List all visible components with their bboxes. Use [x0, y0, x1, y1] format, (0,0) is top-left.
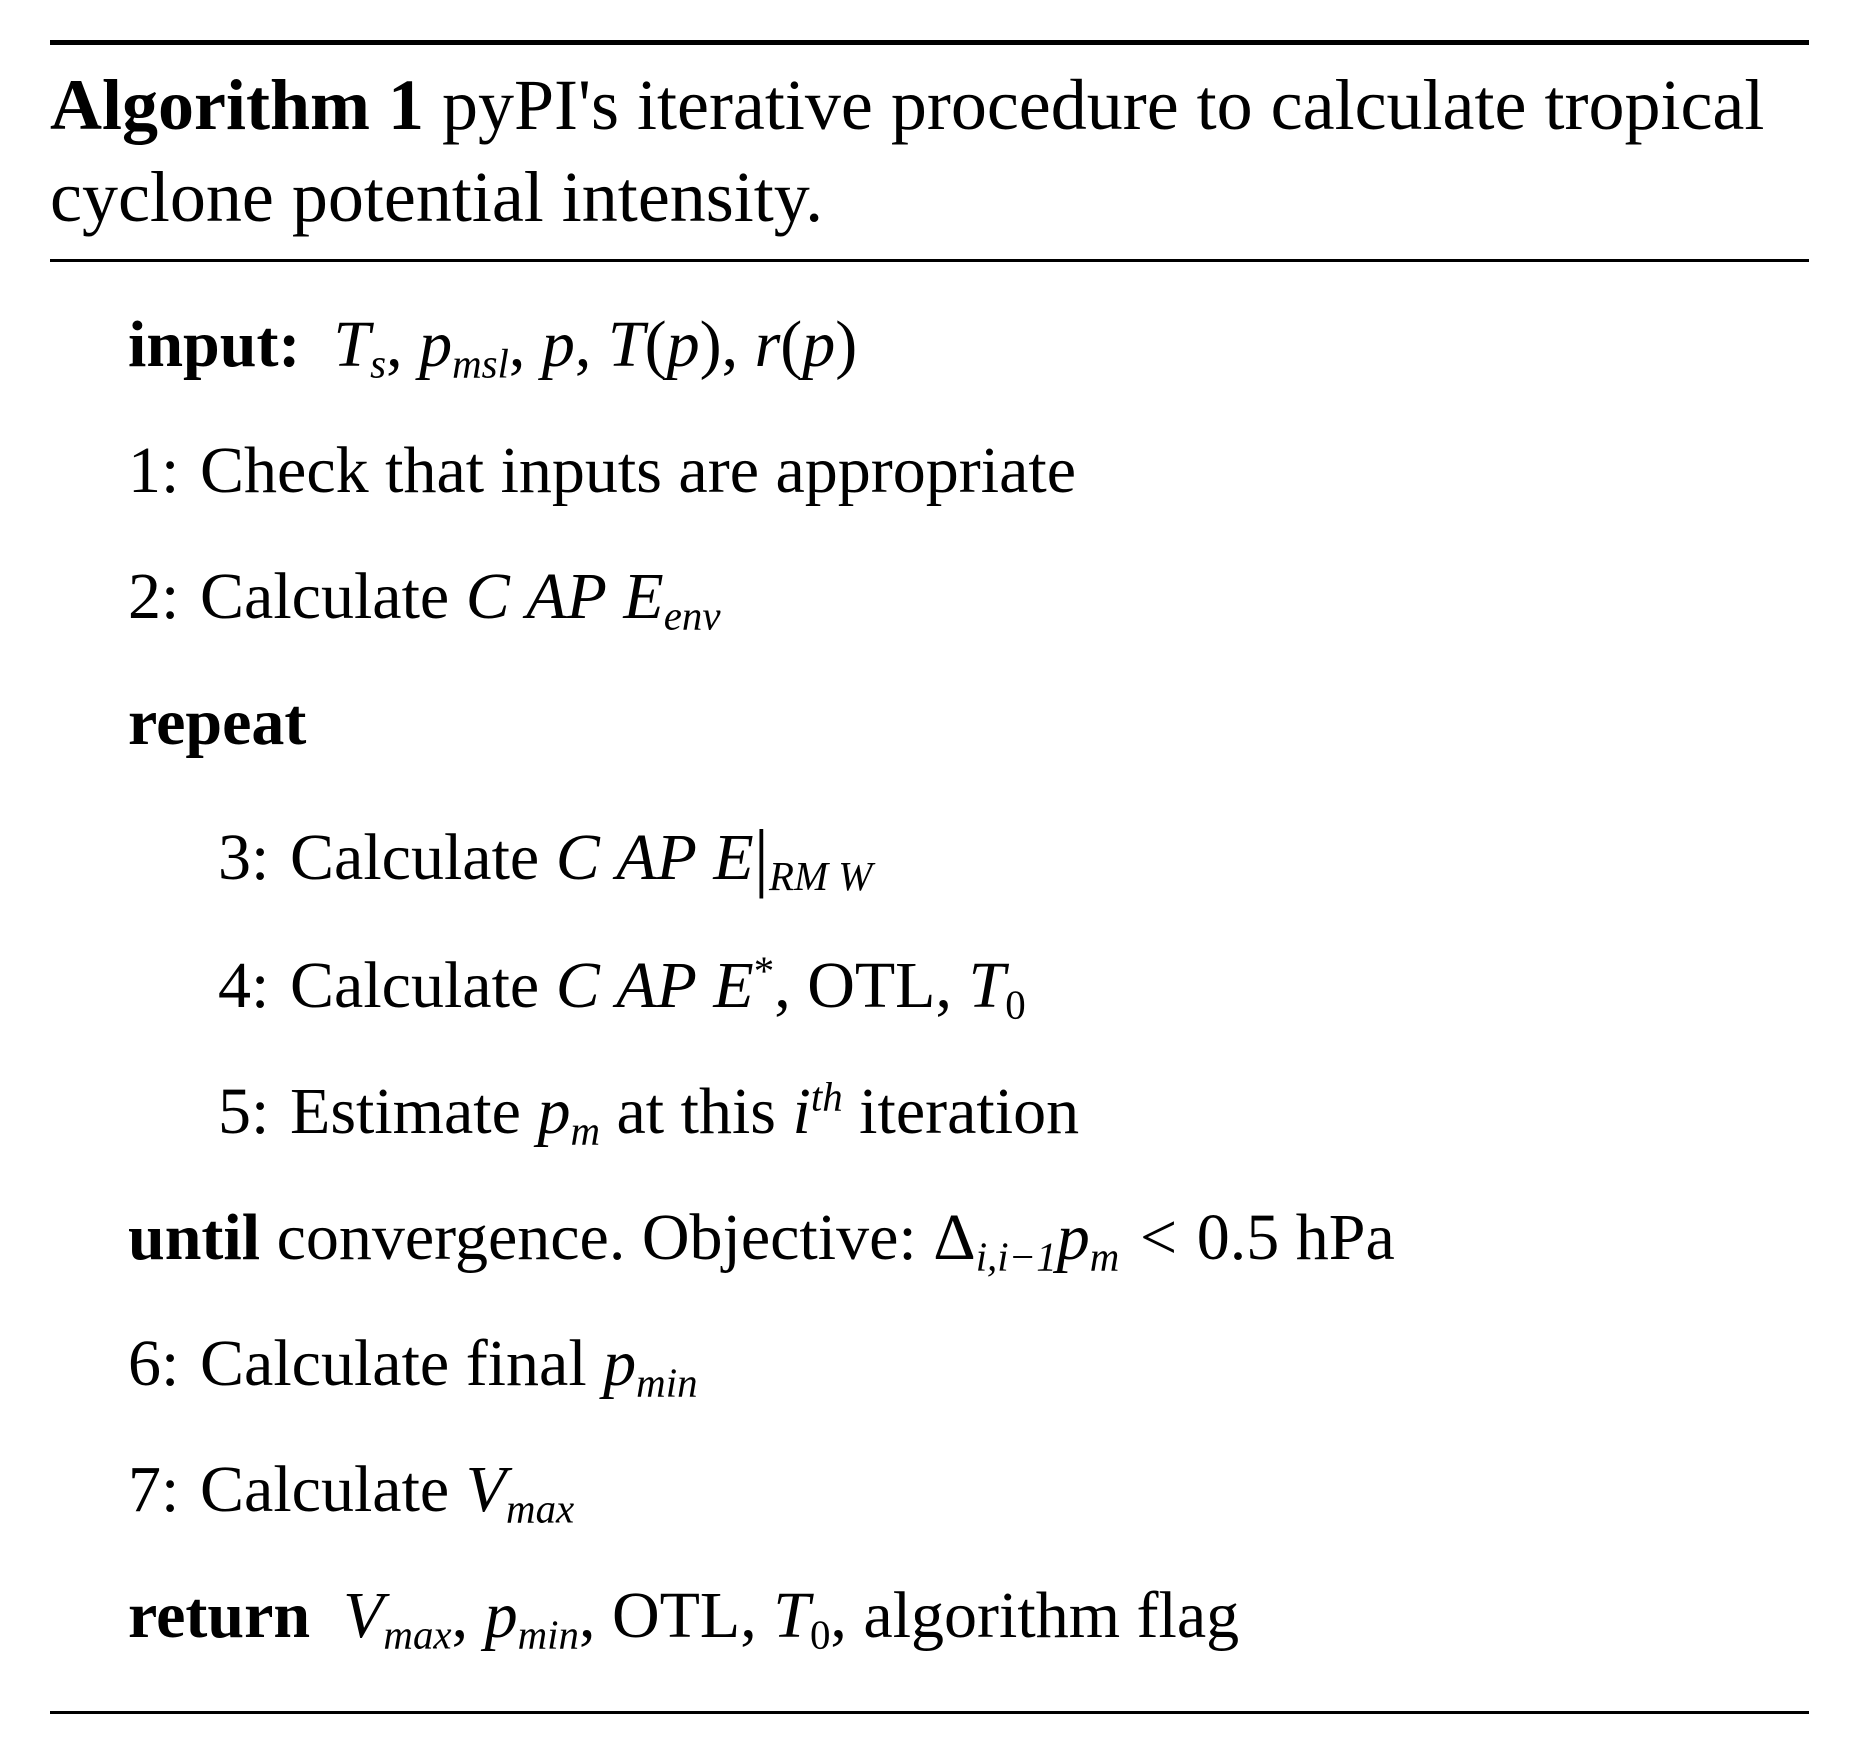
step-7-text: Calculate Vmax [200, 1451, 574, 1529]
step-7: 7: Calculate Vmax [128, 1451, 1809, 1529]
ret-otl: OTL [612, 1579, 740, 1652]
sym-CAPE-RMW: CAPE|RMW [556, 821, 873, 894]
algorithm-body: input: Ts, pmsl, p, T(p), r(p) 1: Check … [50, 262, 1809, 1710]
step-3: 3: Calculate CAPE|RMW [128, 810, 1809, 900]
ret-tail: , algorithm flag [830, 1579, 1239, 1652]
algorithm-title: Algorithm 1 pyPI's iterative procedure t… [50, 45, 1809, 259]
until-tail: hPa [1279, 1201, 1395, 1274]
return-keyword: return [128, 1579, 310, 1652]
sym-delta-pm: Δi,i−1pm [933, 1201, 1119, 1274]
step-4: 4: Calculate CAPE*, OTL, T0 [128, 947, 1809, 1025]
sym-CAPEenv: CAPEenv [466, 560, 721, 633]
step-1-text: Check that inputs are appropriate [200, 432, 1076, 510]
input-line: input: Ts, pmsl, p, T(p), r(p) [128, 306, 1809, 384]
step-1-num: 1: [128, 432, 200, 510]
step-1: 1: Check that inputs are appropriate [128, 432, 1809, 510]
sym-p: p [542, 308, 575, 381]
algorithm-box: Algorithm 1 pyPI's iterative procedure t… [0, 0, 1859, 1754]
sym-pmsl: pmsl [419, 308, 509, 381]
sym-T0: T0 [968, 949, 1025, 1022]
otl-text: OTL [807, 949, 935, 1022]
repeat-line: repeat [128, 684, 1809, 762]
step-5-text: Estimate pm at this ith iteration [290, 1073, 1079, 1151]
algorithm-label: Algorithm 1 [50, 65, 424, 145]
until-text: convergence. Objective: [260, 1201, 933, 1274]
step-2-text: Calculate CAPEenv [200, 558, 721, 636]
step-3-text: Calculate CAPE|RMW [290, 810, 872, 900]
step-6-text: Calculate final pmin [200, 1325, 698, 1403]
return-line: return Vmax, pmin, OTL, T0, algorithm fl… [128, 1577, 1809, 1655]
threshold-val: 0.5 [1197, 1201, 1280, 1274]
step-5-num: 5: [218, 1073, 290, 1151]
sym-pmin: pmin [603, 1327, 697, 1400]
until-line: until convergence. Objective: Δi,i−1pm <… [128, 1199, 1809, 1277]
step-7-num: 7: [128, 1451, 200, 1529]
step-4-text: Calculate CAPE*, OTL, T0 [290, 947, 1026, 1025]
input-keyword: input: [128, 306, 300, 384]
step-5: 5: Estimate pm at this ith iteration [128, 1073, 1809, 1151]
step-6: 6: Calculate final pmin [128, 1325, 1809, 1403]
repeat-keyword: repeat [128, 684, 306, 762]
ret-T0: T0 [773, 1579, 830, 1652]
sym-rp: r(p) [755, 308, 858, 381]
until-keyword: until [128, 1201, 260, 1274]
sym-Tp: T(p) [608, 308, 722, 381]
ret-pmin: pmin [485, 1579, 579, 1652]
sym-CAPEstar: CAPE* [556, 949, 774, 1022]
sym-Ts: Ts [333, 308, 386, 381]
step-2-num: 2: [128, 558, 200, 636]
input-vars: Ts, pmsl, p, T(p), r(p) [300, 306, 857, 384]
sym-Vmax: Vmax [466, 1453, 574, 1526]
ret-Vmax: Vmax [343, 1579, 451, 1652]
sym-pm: pm [537, 1075, 600, 1148]
step-6-num: 6: [128, 1325, 200, 1403]
step-3-num: 3: [218, 819, 290, 897]
bottom-rule [50, 1711, 1809, 1714]
step-2: 2: Calculate CAPEenv [128, 558, 1809, 636]
lt-sign: < [1119, 1201, 1197, 1274]
sym-ith: ith [792, 1075, 842, 1148]
step-4-num: 4: [218, 947, 290, 1025]
